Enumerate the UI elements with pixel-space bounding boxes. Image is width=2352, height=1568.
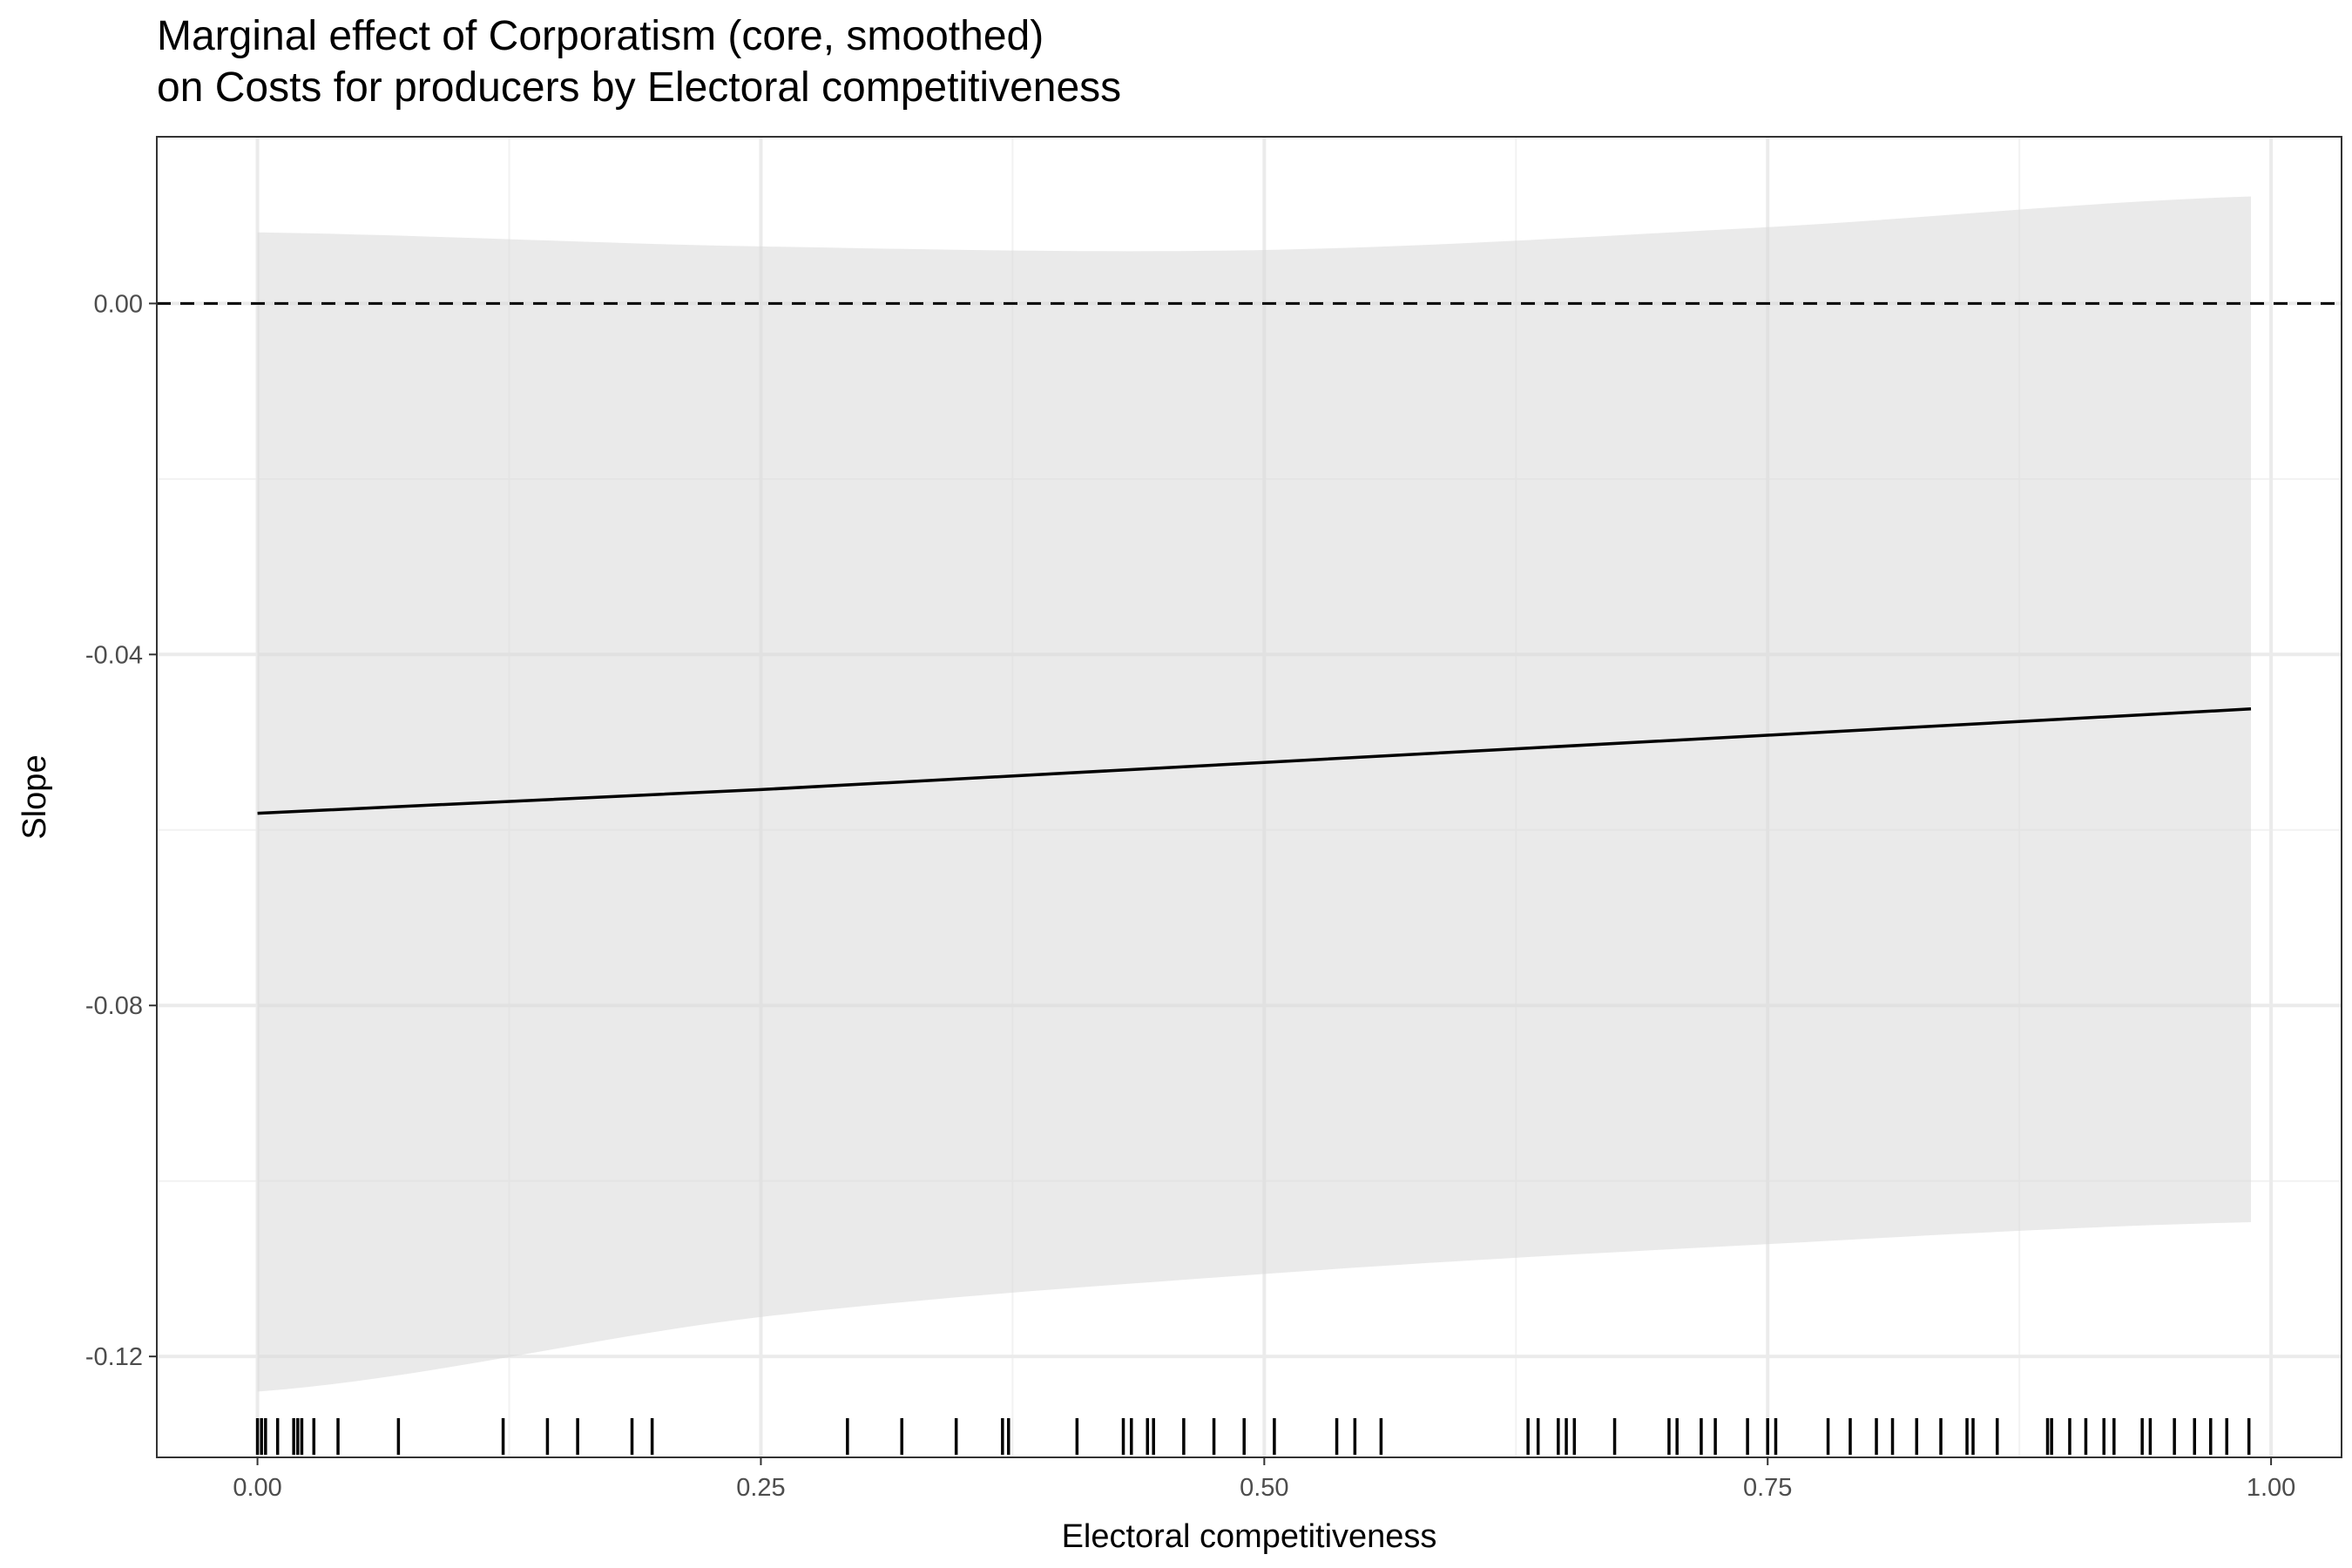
y-tick-label: -0.04 <box>85 641 143 669</box>
x-axis-title: Electoral competitiveness <box>1062 1518 1437 1555</box>
rug-layer <box>255 1418 2251 1455</box>
y-axis-title: Slope <box>17 754 53 839</box>
y-tick-label: -0.12 <box>85 1343 143 1371</box>
y-tick-label: -0.08 <box>85 992 143 1020</box>
x-tick-label: 0.50 <box>1240 1474 1288 1502</box>
x-tick-label: 1.00 <box>2247 1474 2295 1502</box>
panel-border <box>156 136 2342 1458</box>
confidence-ribbon-layer <box>257 196 2251 1392</box>
series-line-layer <box>157 301 2342 815</box>
x-tick-label: 0.25 <box>736 1474 785 1502</box>
confidence-band <box>257 196 2251 1392</box>
x-tick-label: 0.00 <box>233 1474 281 1502</box>
chart-title-line-2: on Costs for producers by Electoral comp… <box>157 64 1122 111</box>
chart-title-line-1: Marginal effect of Corporatism (core, sm… <box>157 13 1044 59</box>
y-tick-label: 0.00 <box>94 290 143 318</box>
axis-layer: 0.00 0.25 0.50 0.75 1.00 0.00 -0.04 -0.08 -0.12 <box>85 136 2342 1502</box>
chart-title: Marginal effect of Corporatism (core, sm… <box>157 10 1121 113</box>
x-tick-label: 0.75 <box>1743 1474 1792 1502</box>
marginal-effect-line <box>257 707 2252 815</box>
